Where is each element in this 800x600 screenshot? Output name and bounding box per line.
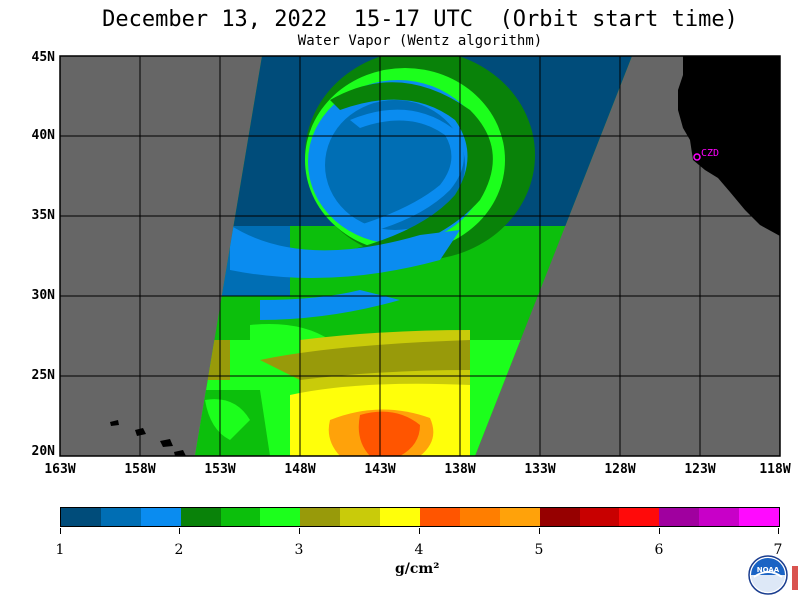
colorbar-swatch <box>659 508 700 526</box>
lon-label-148w: 148W <box>284 462 316 477</box>
colorbar-swatch <box>699 508 740 526</box>
colorbar-tick <box>299 528 300 534</box>
hawaii-island-kauai <box>110 420 119 426</box>
colorbar-label-6: 6 <box>654 542 664 558</box>
lat-label-20n: 20N <box>31 444 55 459</box>
colorbar-swatch <box>739 508 780 526</box>
lon-label-143w: 143W <box>364 462 396 477</box>
lon-label-118w: 118W <box>759 462 791 477</box>
colorbar <box>60 507 780 527</box>
california-coast-landmass <box>678 56 780 236</box>
colorbar-swatch <box>61 508 101 526</box>
hawaii-island-big-island <box>174 450 186 456</box>
colorbar-swatch <box>300 508 341 526</box>
colorbar-swatch <box>420 508 460 526</box>
colorbar-swatch <box>619 508 660 526</box>
map-title: December 13, 2022 15-17 UTC (Orbit start… <box>102 7 738 32</box>
colorbar-tick <box>539 528 540 534</box>
noaa-logo-text: NOAA <box>757 566 780 574</box>
noaa-logo: NOAA <box>748 555 788 595</box>
lon-label-163w: 163W <box>44 462 76 477</box>
lat-label-25n: 25N <box>31 368 55 383</box>
colorbar-label-1: 1 <box>55 542 65 558</box>
colorbar-swatch <box>260 508 301 526</box>
colorbar-label-7: 7 <box>773 542 783 558</box>
lat-label-30n: 30N <box>31 288 55 303</box>
colorbar-tick <box>179 528 180 534</box>
colorbar-tick <box>659 528 660 534</box>
lat-label-45n: 45N <box>31 50 55 65</box>
lon-label-138w: 138W <box>444 462 476 477</box>
hawaii-island-maui <box>160 439 173 447</box>
colorbar-swatch <box>459 508 500 526</box>
colorbar-swatch <box>499 508 540 526</box>
station-marker <box>693 153 701 161</box>
colorbar-tick <box>778 528 779 534</box>
colorbar-swatch <box>180 508 221 526</box>
colorbar-swatch <box>539 508 580 526</box>
map-frame <box>59 55 781 457</box>
lon-label-133w: 133W <box>524 462 556 477</box>
station-label: CZD <box>701 148 719 159</box>
lon-label-153w: 153W <box>204 462 236 477</box>
colorbar-swatch <box>140 508 181 526</box>
lon-label-158w: 158W <box>124 462 156 477</box>
psl-mark <box>792 566 798 590</box>
lat-label-40n: 40N <box>31 128 55 143</box>
colorbar-tick <box>60 528 61 534</box>
colorbar-label-4: 4 <box>414 542 424 558</box>
colorbar-swatch <box>220 508 261 526</box>
lon-label-128w: 128W <box>604 462 636 477</box>
colorbar-swatch <box>340 508 381 526</box>
lon-label-123w: 123W <box>684 462 716 477</box>
colorbar-label-2: 2 <box>174 542 184 558</box>
map-subtitle: Water Vapor (Wentz algorithm) <box>297 33 543 49</box>
colorbar-tick <box>419 528 420 534</box>
colorbar-swatch <box>100 508 141 526</box>
graticule <box>60 56 780 456</box>
colorbar-label-5: 5 <box>534 542 544 558</box>
colorbar-swatch <box>380 508 421 526</box>
colorbar-swatch <box>579 508 620 526</box>
lat-label-35n: 35N <box>31 208 55 223</box>
colorbar-label-3: 3 <box>294 542 304 558</box>
unit-label: g/cm² <box>395 561 440 577</box>
